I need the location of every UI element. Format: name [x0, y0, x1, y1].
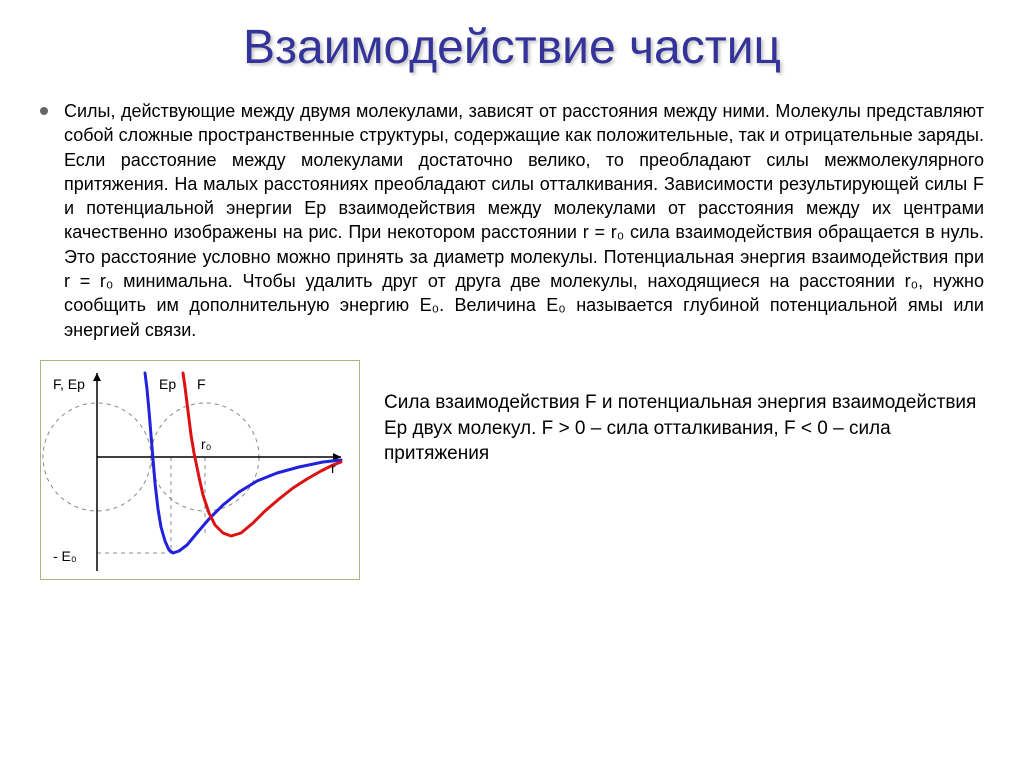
svg-text:- E₀: - E₀: [53, 548, 77, 564]
svg-text:F, Ep: F, Ep: [53, 376, 85, 392]
svg-text:r₀: r₀: [201, 436, 212, 452]
svg-text:Ep: Ep: [159, 376, 176, 392]
body-text: Силы, действующие между двумя молекулами…: [64, 99, 984, 342]
bottom-row: F, Ep r Ep Fr₀ - E₀ Сила взаимодействия F и …: [40, 360, 984, 580]
page-title: Взаимодействие частиц: [40, 20, 984, 75]
svg-text:F: F: [197, 376, 206, 392]
potential-chart: F, Ep r Ep Fr₀ - E₀: [40, 360, 360, 580]
chart-svg: F, Ep r Ep Fr₀ - E₀: [41, 361, 361, 581]
bullet-icon: [40, 107, 48, 115]
svg-text:r: r: [331, 460, 336, 476]
chart-caption: Сила взаимодействия F и потенциальная эн…: [384, 360, 984, 467]
body-paragraph-row: Силы, действующие между двумя молекулами…: [40, 99, 984, 352]
